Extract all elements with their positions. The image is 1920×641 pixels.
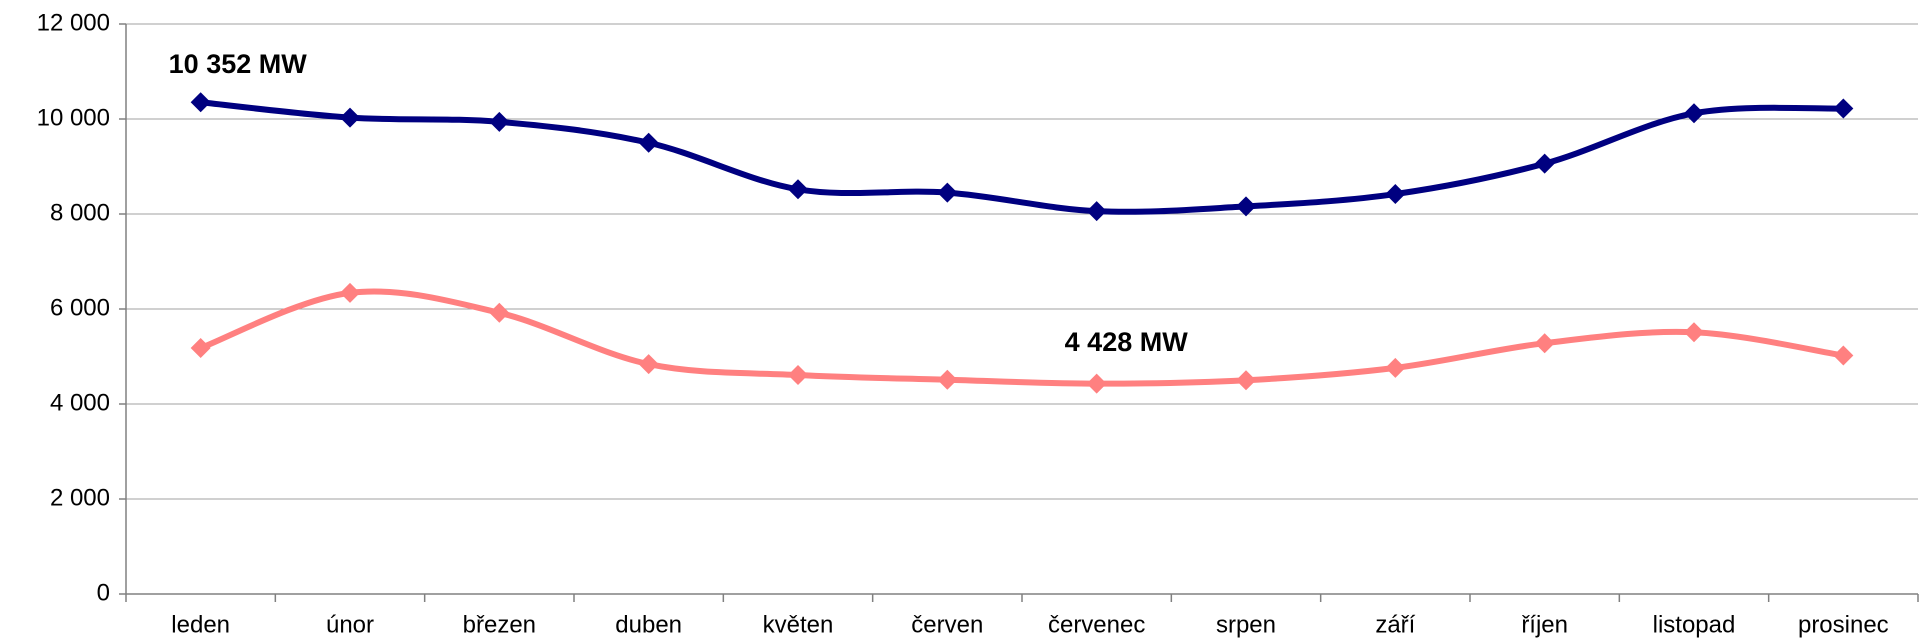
marker	[937, 369, 958, 390]
marker	[1534, 333, 1555, 354]
x-tick-label: květen	[763, 611, 834, 638]
x-tick-label: březen	[463, 611, 536, 638]
marker	[638, 354, 659, 375]
marker	[638, 132, 659, 153]
y-tick-label: 0	[97, 579, 110, 606]
line	[199, 288, 1844, 387]
y-tick-label: 8 000	[50, 199, 110, 226]
marker	[1086, 373, 1107, 394]
y-tick-label: 12 000	[37, 9, 110, 36]
marker	[937, 182, 958, 203]
x-tick-label: prosinec	[1798, 611, 1889, 638]
x-tick-label: duben	[615, 611, 682, 638]
line	[200, 99, 1844, 215]
marker	[340, 282, 360, 303]
marker	[489, 111, 510, 132]
marker	[1385, 184, 1406, 205]
x-tick-label: říjen	[1521, 611, 1568, 638]
marker	[1534, 153, 1555, 174]
marker	[340, 107, 360, 128]
x-tick-label: listopad	[1653, 611, 1736, 638]
y-tick-label: 10 000	[37, 104, 110, 131]
marker	[190, 337, 211, 358]
x-tick-label: leden	[171, 611, 230, 638]
marker	[1385, 357, 1406, 378]
annotation: 10 352 MW	[169, 49, 308, 79]
x-tick-label: červen	[911, 611, 983, 638]
y-tick-label: 4 000	[50, 389, 110, 416]
marker	[1086, 201, 1107, 222]
annotation: 4 428 MW	[1065, 327, 1189, 357]
marker	[489, 302, 510, 323]
marker	[1833, 345, 1854, 366]
x-tick-label: únor	[326, 611, 374, 638]
x-tick-label: srpen	[1216, 611, 1276, 638]
marker	[1236, 196, 1256, 217]
x-tick-label: červenec	[1048, 611, 1145, 638]
x-tick-label: září	[1375, 611, 1415, 638]
marker	[190, 92, 211, 113]
marker	[1833, 98, 1854, 119]
marker	[1684, 103, 1704, 124]
marker	[788, 179, 808, 200]
y-tick-label: 2 000	[50, 484, 110, 511]
marker	[788, 365, 808, 386]
marker	[1684, 322, 1704, 343]
y-tick-label: 6 000	[50, 294, 110, 321]
marker	[1236, 370, 1256, 391]
